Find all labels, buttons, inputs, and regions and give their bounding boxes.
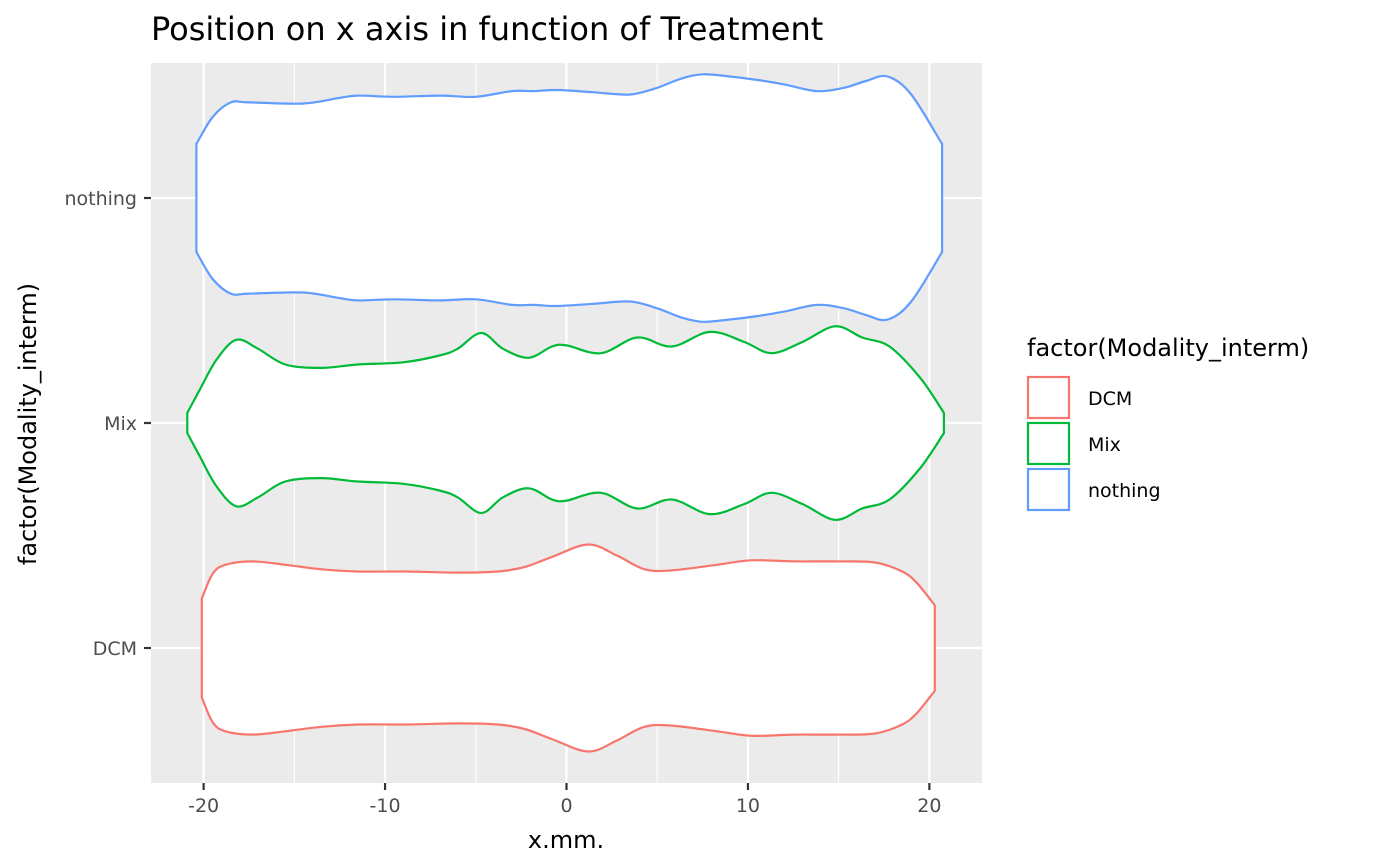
y-axis-title: factor(Modality_interm) bbox=[14, 283, 42, 565]
legend-key-Mix bbox=[1026, 421, 1071, 466]
violin-DCM bbox=[200, 543, 936, 753]
legend-label-Mix: Mix bbox=[1088, 434, 1121, 456]
legend-title: factor(Modality_interm) bbox=[1027, 334, 1309, 362]
y-axis: DCM Mix nothing bbox=[64, 188, 151, 660]
legend-key-DCM bbox=[1026, 375, 1071, 420]
legend-key-nothing bbox=[1026, 467, 1071, 512]
violin-nothing bbox=[195, 73, 944, 323]
violin-Mix bbox=[186, 325, 945, 521]
x-tick-label: 0 bbox=[560, 795, 572, 817]
x-tick-label: -20 bbox=[188, 795, 219, 817]
legend: factor(Modality_interm) DCM Mix nothing bbox=[1026, 334, 1309, 512]
x-tick-label: -10 bbox=[370, 795, 401, 817]
y-tick-label: nothing bbox=[64, 188, 137, 210]
chart-title: Position on x axis in function of Treatm… bbox=[151, 10, 823, 48]
legend-label-DCM: DCM bbox=[1088, 388, 1132, 410]
x-axis-title: x.mm. bbox=[528, 826, 604, 854]
violin-layer bbox=[186, 73, 945, 753]
x-tick-label: 10 bbox=[736, 795, 760, 817]
x-axis: -20 -10 0 10 20 bbox=[188, 783, 941, 817]
legend-label-nothing: nothing bbox=[1088, 480, 1161, 502]
x-tick-label: 20 bbox=[917, 795, 941, 817]
y-tick-label: Mix bbox=[104, 413, 137, 435]
y-tick-label: DCM bbox=[93, 638, 137, 660]
